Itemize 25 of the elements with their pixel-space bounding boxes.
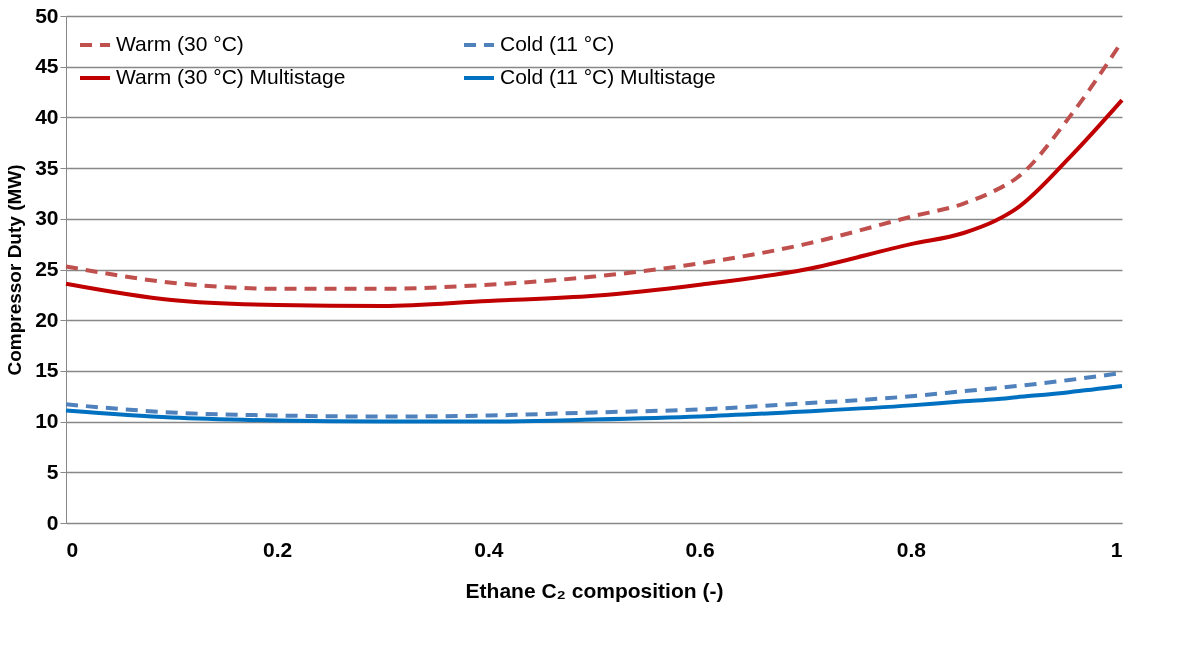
legend-label: Warm (30 °C) xyxy=(116,32,244,55)
x-tick-label: 0.8 xyxy=(896,537,927,561)
y-tick-label: 0 xyxy=(46,510,59,534)
y-tick-label: 20 xyxy=(35,307,59,331)
y-tick-label: 25 xyxy=(35,257,59,280)
y-tick-label: 50 xyxy=(35,3,59,27)
y-axis-title: Compressor Duty (MW) xyxy=(4,164,26,376)
x-tick-label: 0 xyxy=(66,537,79,561)
x-tick-label: 0.6 xyxy=(685,537,715,561)
x-tick-label: 1 xyxy=(1110,537,1123,561)
y-tick-label: 35 xyxy=(35,155,59,179)
y-tick-label: 30 xyxy=(35,206,59,230)
y-tick-label: 5 xyxy=(46,459,59,483)
line-series xyxy=(64,384,1124,424)
x-axis-title: Ethane C₂ composition (-) xyxy=(465,578,724,602)
y-tick-label: 15 xyxy=(35,358,59,382)
x-tick-label: 0.2 xyxy=(263,537,293,561)
y-tick-label: 40 xyxy=(35,104,59,128)
line-series xyxy=(64,98,1124,308)
legend-label: Warm (30 °C) Multistage xyxy=(116,65,346,88)
y-tick-label: 45 xyxy=(35,54,59,78)
legend-label: Cold (11 °C) Multistage xyxy=(500,65,716,88)
x-tick-label: 0.4 xyxy=(474,537,504,561)
legend-label: Cold (11 °C) xyxy=(500,32,615,55)
y-tick-label: 10 xyxy=(35,409,59,433)
